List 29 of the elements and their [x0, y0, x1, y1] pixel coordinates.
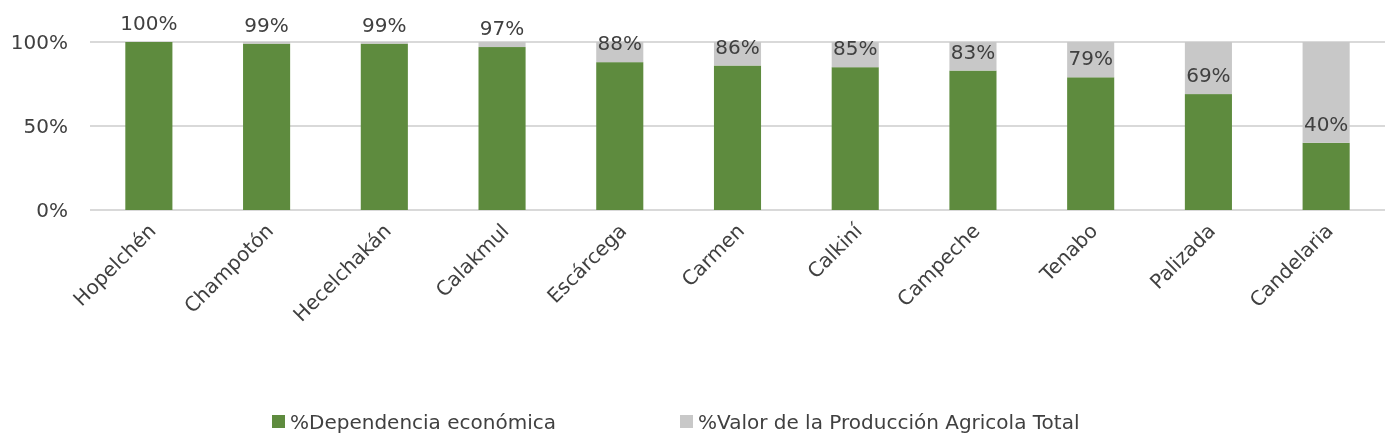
data-label: 99% — [244, 12, 289, 37]
data-label: 40% — [1303, 111, 1349, 136]
legend-label: %Dependencia económica — [290, 410, 556, 434]
bar — [125, 42, 173, 210]
data-label: 100% — [120, 11, 178, 35]
bar — [1184, 94, 1232, 210]
data-label: 69% — [1186, 63, 1231, 88]
data-label: 97% — [479, 16, 525, 41]
bar — [831, 67, 879, 210]
bar — [360, 43, 408, 210]
bar — [1302, 42, 1350, 143]
data-label: 85% — [833, 36, 878, 61]
bar — [596, 62, 644, 210]
bar — [1067, 77, 1115, 210]
data-label: 99% — [362, 12, 407, 37]
bar — [243, 43, 291, 210]
y-tick-label: 50% — [23, 114, 68, 138]
bar — [1302, 142, 1350, 210]
data-label: 86% — [715, 34, 760, 59]
data-label: 79% — [1068, 46, 1113, 71]
data-label: 83% — [950, 39, 996, 64]
data-label: 88% — [597, 31, 642, 56]
legend-label: %Valor de la Producción Agricola Total — [698, 410, 1080, 434]
bar — [949, 70, 997, 210]
bar — [478, 42, 526, 48]
bar — [713, 65, 762, 210]
y-tick-label: 0% — [36, 198, 68, 222]
y-tick-label: 100% — [10, 30, 68, 54]
bar — [478, 47, 526, 210]
